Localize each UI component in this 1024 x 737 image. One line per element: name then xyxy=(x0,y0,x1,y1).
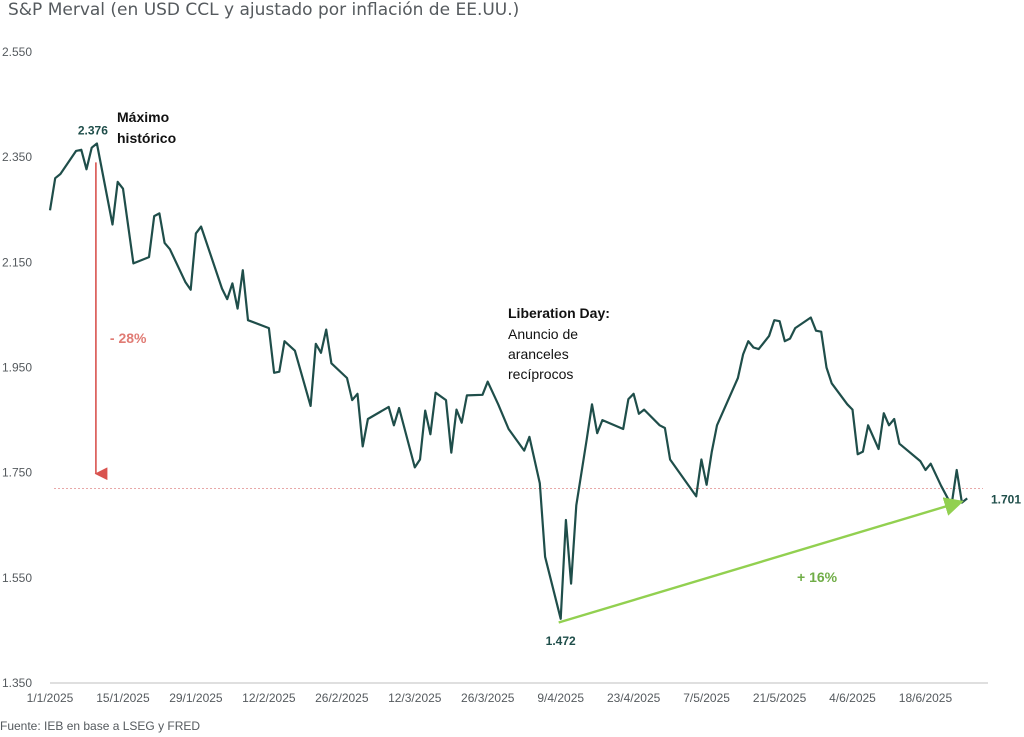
liberation-day-line: recíprocos xyxy=(508,366,573,382)
source-note: Fuente: IEB en base a LSEG y FRED xyxy=(0,719,201,733)
recovery-arrow xyxy=(558,497,964,624)
y-tick-label: 2.550 xyxy=(2,45,32,59)
x-tick-label: 7/5/2025 xyxy=(683,691,730,705)
chart-title: S&P Merval (en USD CCL y ajustado por in… xyxy=(8,0,520,20)
x-tick-label: 21/5/2025 xyxy=(753,691,807,705)
y-tick-label: 2.350 xyxy=(2,150,32,164)
x-tick-label: 15/1/2025 xyxy=(96,691,150,705)
x-axis-ticks: 1/1/2025 15/1/2025 29/1/2025 12/2/2025 26/2/… xyxy=(27,691,953,705)
x-tick-label: 1/1/2025 xyxy=(27,691,74,705)
liberation-day-title: Liberation Day: xyxy=(508,305,610,321)
trough-value-label: 1.472 xyxy=(546,634,576,648)
x-tick-label: 26/3/2025 xyxy=(461,691,515,705)
y-tick-label: 1.550 xyxy=(2,571,32,585)
y-tick-label: 2.150 xyxy=(2,255,32,269)
peak-value-label: 2.376 xyxy=(78,123,108,137)
liberation-day-line: Anuncio de xyxy=(508,326,578,342)
last-value-label: 1.701 xyxy=(991,492,1021,506)
y-tick-label: 1.950 xyxy=(2,361,32,375)
recovery-label: + 16% xyxy=(797,569,838,585)
x-tick-label: 23/4/2025 xyxy=(607,691,661,705)
x-tick-label: 29/1/2025 xyxy=(169,691,223,705)
y-tick-label: 1.350 xyxy=(2,676,32,690)
y-axis-ticks: 1.350 1.550 1.750 1.950 2.150 2.350 2.550 xyxy=(2,45,32,690)
drawdown-label: - 28% xyxy=(110,330,147,346)
x-tick-label: 9/4/2025 xyxy=(537,691,584,705)
liberation-day-line: aranceles xyxy=(508,346,569,362)
x-tick-label: 12/3/2025 xyxy=(388,691,442,705)
x-tick-label: 26/2/2025 xyxy=(315,691,369,705)
merval-series-line xyxy=(48,142,968,620)
x-tick-label: 4/6/2025 xyxy=(829,691,876,705)
annotations: - 28% + 16% 2.376 Máximo histórico Liberation… xyxy=(78,109,1021,648)
peak-annotation-line: Máximo xyxy=(117,109,169,125)
y-tick-label: 1.750 xyxy=(2,466,32,480)
x-tick-label: 12/2/2025 xyxy=(242,691,296,705)
x-tick-label: 18/6/2025 xyxy=(899,691,953,705)
peak-annotation-line: histórico xyxy=(117,130,176,146)
